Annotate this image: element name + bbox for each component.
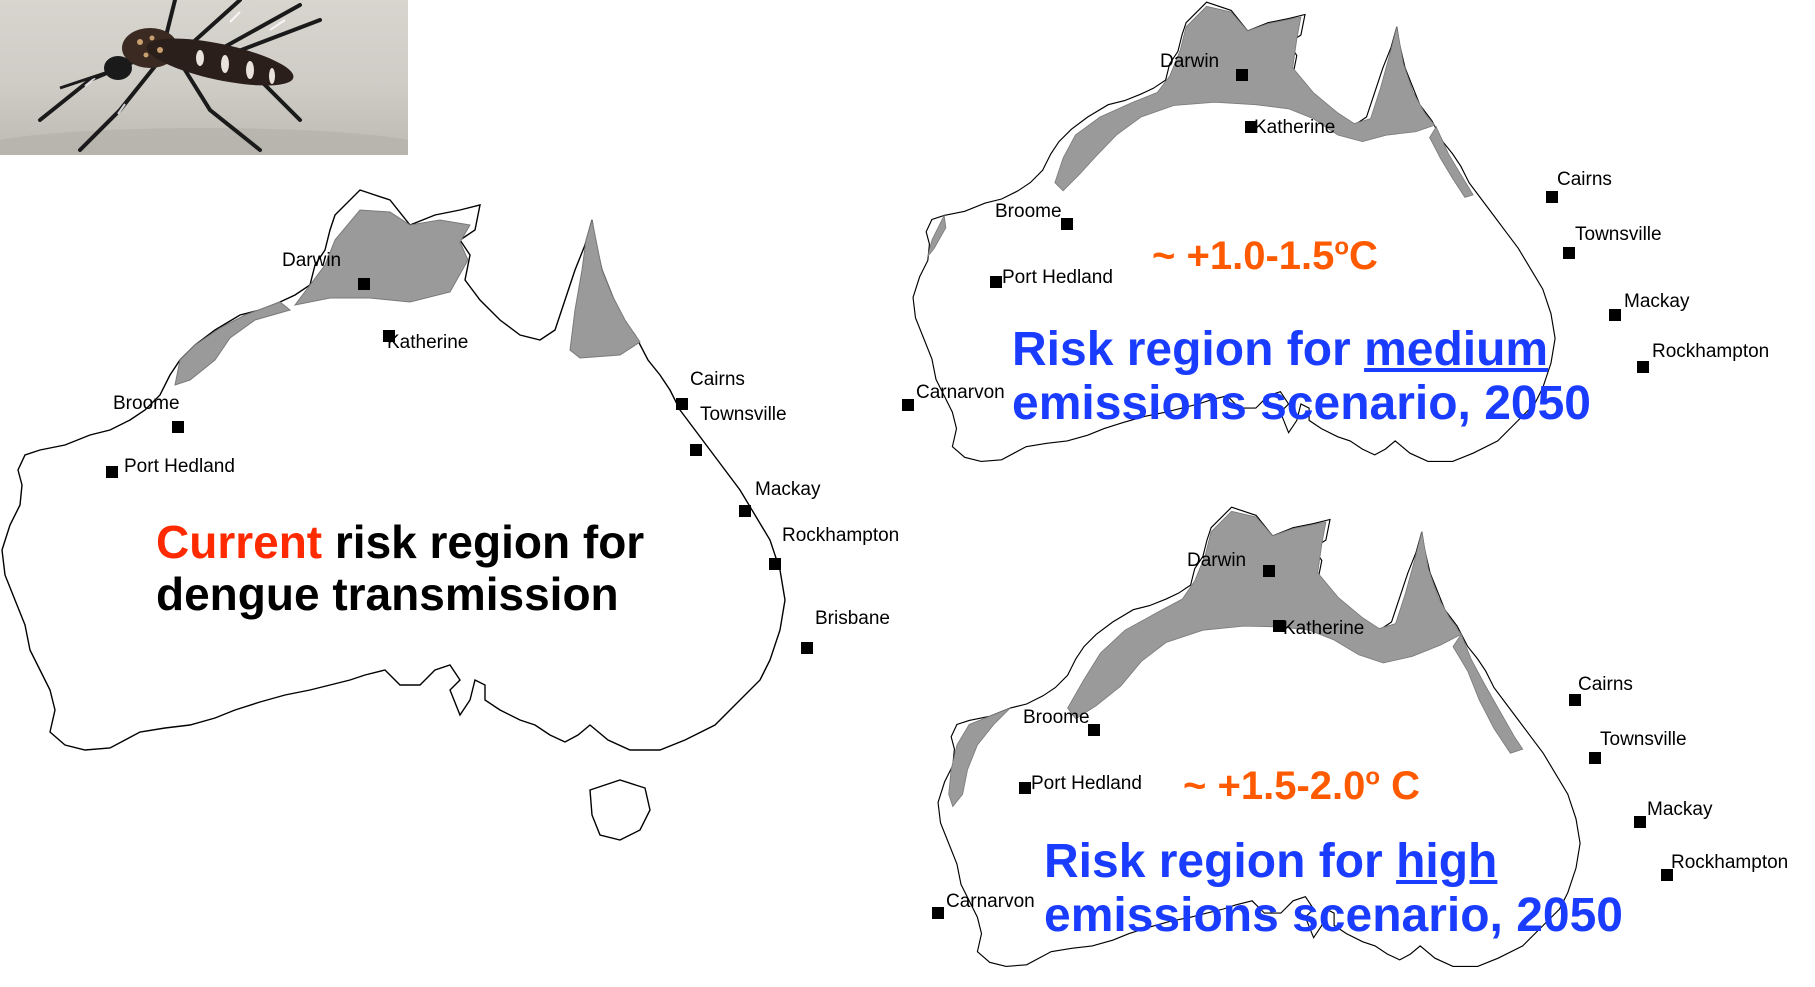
caption-high-prefix: Risk region for xyxy=(1044,835,1396,888)
svg-text:Rockhampton: Rockhampton xyxy=(1652,341,1769,362)
svg-text:Mackay: Mackay xyxy=(1647,799,1713,820)
svg-text:Katherine: Katherine xyxy=(1254,117,1335,138)
risk-region-cape-york xyxy=(570,220,640,358)
caption-current-rest: risk region for xyxy=(322,516,644,568)
caption-current: Current risk region for dengue transmiss… xyxy=(156,517,644,620)
svg-text:Townsville: Townsville xyxy=(1575,224,1662,245)
caption-high: Risk region for high emissions scenario,… xyxy=(1044,835,1623,943)
temp-high-value: ~ +1.5-2.0 xyxy=(1183,764,1365,808)
svg-text:Broome: Broome xyxy=(113,393,180,414)
svg-text:Cairns: Cairns xyxy=(1578,674,1633,695)
temp-medium: ~ +1.0-1.5oC xyxy=(1152,234,1378,279)
caption-medium-line2: emissions scenario, 2050 xyxy=(1012,377,1591,430)
caption-current-line2: dengue transmission xyxy=(156,568,619,620)
svg-text:Port Hedland: Port Hedland xyxy=(1031,773,1142,794)
svg-text:Katherine: Katherine xyxy=(387,332,468,353)
svg-text:Broome: Broome xyxy=(995,201,1062,222)
caption-medium-underlined: medium xyxy=(1364,323,1548,376)
map-current xyxy=(2,190,785,840)
svg-text:Katherine: Katherine xyxy=(1283,618,1364,639)
svg-text:Rockhampton: Rockhampton xyxy=(1671,852,1788,873)
temp-medium-degree: o xyxy=(1334,234,1349,261)
svg-text:Mackay: Mackay xyxy=(1624,291,1690,312)
caption-current-highlight: Current xyxy=(156,516,322,568)
temp-medium-value: ~ +1.0-1.5 xyxy=(1152,234,1334,278)
svg-text:Rockhampton: Rockhampton xyxy=(782,525,899,546)
svg-text:Port Hedland: Port Hedland xyxy=(1002,267,1113,288)
svg-text:Townsville: Townsville xyxy=(700,404,787,425)
svg-text:Brisbane: Brisbane xyxy=(815,608,890,629)
temp-high-unit: C xyxy=(1380,764,1420,808)
temp-medium-unit: C xyxy=(1349,234,1378,278)
caption-medium: Risk region for medium emissions scenari… xyxy=(1012,323,1591,431)
svg-text:Carnarvon: Carnarvon xyxy=(916,382,1005,403)
temp-high-degree: o xyxy=(1365,764,1380,791)
caption-high-underlined: high xyxy=(1396,835,1497,888)
svg-text:Carnarvon: Carnarvon xyxy=(946,891,1035,912)
svg-text:Townsville: Townsville xyxy=(1600,729,1687,750)
caption-medium-prefix: Risk region for xyxy=(1012,323,1364,376)
svg-text:Broome: Broome xyxy=(1023,707,1090,728)
svg-text:Darwin: Darwin xyxy=(1187,550,1246,571)
svg-text:Cairns: Cairns xyxy=(690,369,745,390)
svg-text:Darwin: Darwin xyxy=(1160,51,1219,72)
svg-text:Port Hedland: Port Hedland xyxy=(124,456,235,477)
svg-text:Darwin: Darwin xyxy=(282,250,341,271)
svg-text:Cairns: Cairns xyxy=(1557,169,1612,190)
svg-text:Mackay: Mackay xyxy=(755,479,821,500)
temp-high: ~ +1.5-2.0o C xyxy=(1183,764,1420,809)
caption-high-line2: emissions scenario, 2050 xyxy=(1044,889,1623,942)
